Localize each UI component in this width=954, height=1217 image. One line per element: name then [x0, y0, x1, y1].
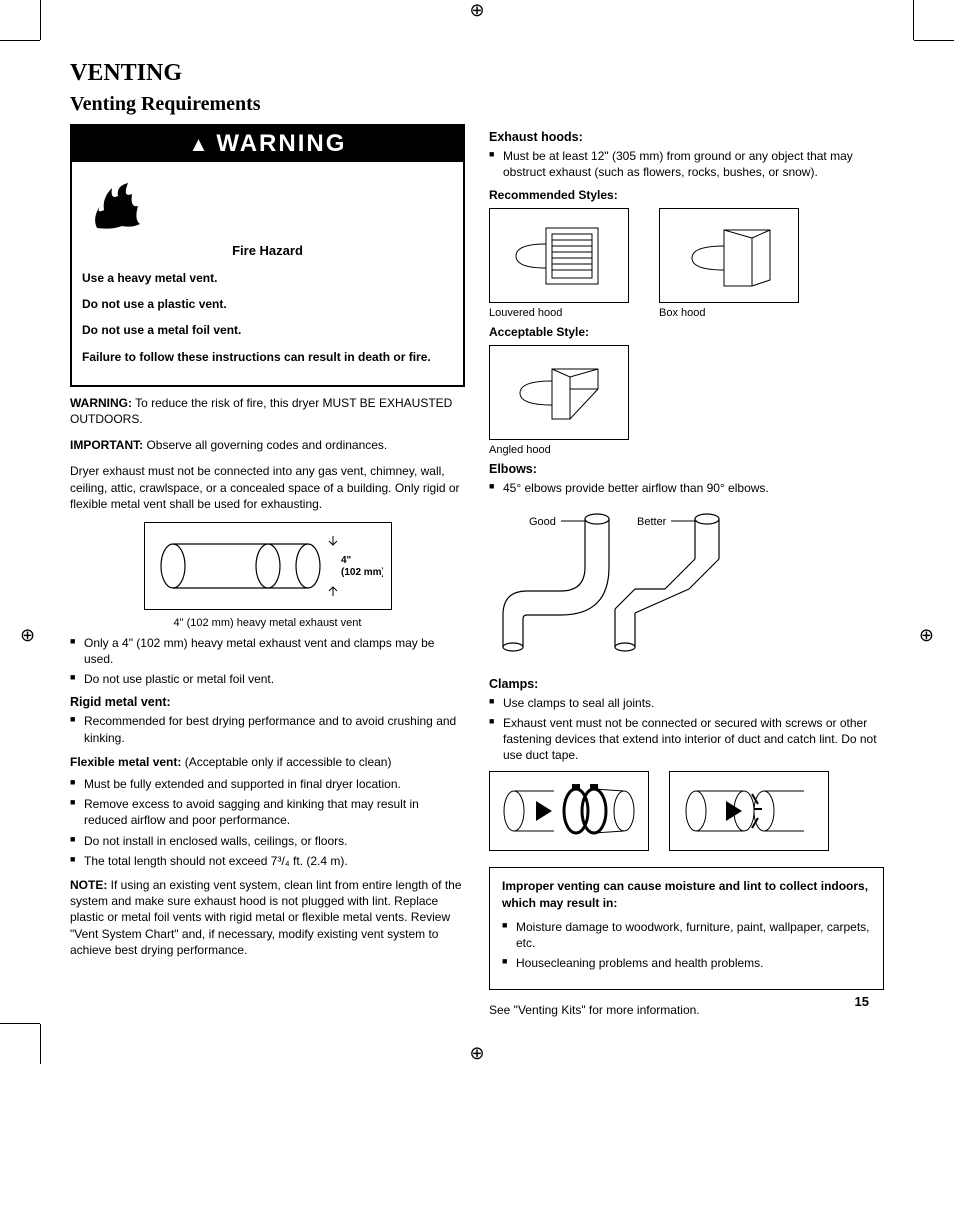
alert-triangle-icon: ▲	[189, 134, 211, 156]
warning-line: Failure to follow these instructions can…	[82, 349, 453, 365]
acceptable-label: Acceptable Style:	[489, 325, 884, 339]
warning-label: WARNING:	[70, 396, 132, 410]
list-item: Moisture damage to woodwork, furniture, …	[502, 919, 871, 951]
angled-caption: Angled hood	[489, 444, 629, 456]
box-caption: Box hood	[659, 307, 799, 319]
list-item: The total length should not exceed 7³/₄ …	[70, 853, 465, 869]
exhaust-title: Exhaust hoods:	[489, 130, 884, 144]
elbows-list: 45° elbows provide better airflow than 9…	[489, 480, 884, 496]
note-text: If using an existing vent system, clean …	[70, 878, 462, 957]
list-item: Exhaust vent must not be connected or se…	[489, 715, 884, 764]
flexible-note: (Acceptable only if accessible to clean)	[181, 755, 391, 769]
list-item: Do not use plastic or metal foil vent.	[70, 671, 465, 687]
fire-icon	[82, 170, 453, 243]
vent-list: Only a 4" (102 mm) heavy metal exhaust v…	[70, 635, 465, 688]
improper-venting-box: Improper venting can cause moisture and …	[489, 867, 884, 990]
warning-title: Fire Hazard	[82, 243, 453, 258]
tail-paragraph: See "Venting Kits" for more information.	[489, 1002, 884, 1018]
clamp-good-figure	[489, 771, 649, 851]
list-item: Must be fully extended and supported in …	[70, 776, 465, 792]
body-paragraph: Dryer exhaust must not be connected into…	[70, 463, 465, 512]
vent-figure: 4" (102 mm) 4" (102 mm) heavy metal exha…	[70, 522, 465, 629]
flexible-heading: Flexible metal vent: (Acceptable only if…	[70, 754, 465, 770]
warning-paragraph: WARNING: To reduce the risk of fire, thi…	[70, 395, 465, 427]
elbow-figure: Good Better	[489, 507, 884, 667]
clamps-title: Clamps:	[489, 677, 884, 691]
list-item: Do not install in enclosed walls, ceilin…	[70, 833, 465, 849]
list-item: Only a 4" (102 mm) heavy metal exhaust v…	[70, 635, 465, 667]
crop-mark	[40, 0, 41, 40]
svg-text:(102 mm): (102 mm)	[341, 567, 383, 578]
rigid-title: Rigid metal vent:	[70, 695, 465, 709]
svg-text:4": 4"	[341, 555, 352, 566]
flexible-title: Flexible metal vent:	[70, 755, 181, 769]
warning-line: Use a heavy metal vent.	[82, 270, 453, 286]
crop-mark	[0, 40, 40, 41]
important-text: Observe all governing codes and ordinanc…	[143, 438, 387, 452]
page-number: 15	[855, 994, 869, 1009]
figure-caption: 4" (102 mm) heavy metal exhaust vent	[70, 617, 465, 629]
important-paragraph: IMPORTANT: Observe all governing codes a…	[70, 437, 465, 453]
list-item: 45° elbows provide better airflow than 9…	[489, 480, 884, 496]
list-item: Housecleaning problems and health proble…	[502, 955, 871, 971]
note-label: NOTE:	[70, 878, 107, 892]
right-column: Exhaust hoods: Must be at least 12" (305…	[489, 124, 884, 1024]
clamps-list: Use clamps to seal all joints. Exhaust v…	[489, 695, 884, 764]
registration-mark-icon: ⊕	[919, 625, 934, 646]
recommended-label: Recommended Styles:	[489, 188, 884, 202]
section-subtitle: Venting Requirements	[70, 93, 884, 116]
warning-header: ▲WARNING	[72, 126, 463, 162]
warning-header-text: WARNING	[216, 130, 346, 157]
left-column: ▲WARNING Fire Hazard Use a heavy metal v…	[70, 124, 465, 1024]
page-title: VENTING	[70, 60, 884, 87]
clamp-bad-figure	[669, 771, 829, 851]
warning-line: Do not use a metal foil vent.	[82, 322, 453, 338]
important-label: IMPORTANT:	[70, 438, 143, 452]
crop-mark	[0, 1023, 40, 1024]
crop-mark	[40, 1024, 41, 1064]
crop-mark	[913, 0, 914, 40]
list-item: Remove excess to avoid sagging and kinki…	[70, 796, 465, 828]
improper-lead: Improper venting can cause moisture and …	[502, 878, 871, 910]
rigid-list: Recommended for best drying performance …	[70, 713, 465, 745]
better-label: Better	[637, 516, 667, 528]
elbows-title: Elbows:	[489, 462, 884, 476]
good-label: Good	[529, 516, 556, 528]
louvered-hood-figure	[489, 208, 629, 303]
registration-mark-icon: ⊕	[20, 625, 35, 646]
list-item: Use clamps to seal all joints.	[489, 695, 884, 711]
list-item: Must be at least 12" (305 mm) from groun…	[489, 148, 884, 180]
note-paragraph: NOTE: If using an existing vent system, …	[70, 877, 465, 958]
angled-hood-figure	[489, 345, 629, 440]
warning-line: Do not use a plastic vent.	[82, 296, 453, 312]
flexible-list: Must be fully extended and supported in …	[70, 776, 465, 869]
exhaust-list: Must be at least 12" (305 mm) from groun…	[489, 148, 884, 180]
louvered-caption: Louvered hood	[489, 307, 629, 319]
box-hood-figure	[659, 208, 799, 303]
registration-mark-icon: ⊕	[469, 0, 484, 21]
registration-mark-icon: ⊕	[469, 1043, 484, 1064]
crop-mark	[914, 40, 954, 41]
warning-box: ▲WARNING Fire Hazard Use a heavy metal v…	[70, 124, 465, 387]
list-item: Recommended for best drying performance …	[70, 713, 465, 745]
